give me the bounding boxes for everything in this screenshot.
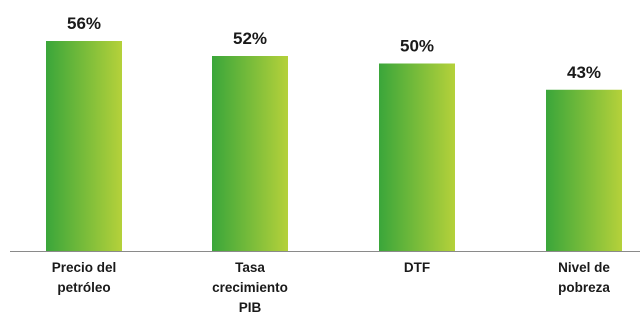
- category-labels-layer: Precio del petróleo Tasa crecimiento PIB DTF N…: [52, 260, 611, 315]
- value-label-3: 43%: [567, 63, 601, 82]
- category-label-line: Precio del: [52, 260, 117, 275]
- bar-0: [46, 41, 122, 251]
- category-label-3: Nivel de pobreza: [558, 260, 610, 295]
- category-label-line: Nivel de: [558, 260, 610, 275]
- category-label-line: pobreza: [558, 280, 610, 295]
- bar-2: [379, 63, 455, 251]
- bar-1: [212, 56, 288, 251]
- category-label-0: Precio del petróleo: [52, 260, 117, 295]
- category-label-2: DTF: [404, 260, 430, 275]
- bars-layer: [46, 41, 622, 251]
- value-labels-layer: 56% 52% 50% 43%: [67, 14, 601, 82]
- category-label-line: Tasa: [235, 260, 265, 275]
- value-label-1: 52%: [233, 29, 267, 48]
- category-label-line: crecimiento: [212, 280, 288, 295]
- category-label-line: DTF: [404, 260, 430, 275]
- value-label-2: 50%: [400, 37, 434, 56]
- bar-3: [546, 89, 622, 251]
- category-label-line: PIB: [239, 300, 262, 315]
- value-label-0: 56%: [67, 14, 101, 33]
- category-label-1: Tasa crecimiento PIB: [212, 260, 288, 315]
- category-label-line: petróleo: [57, 280, 110, 295]
